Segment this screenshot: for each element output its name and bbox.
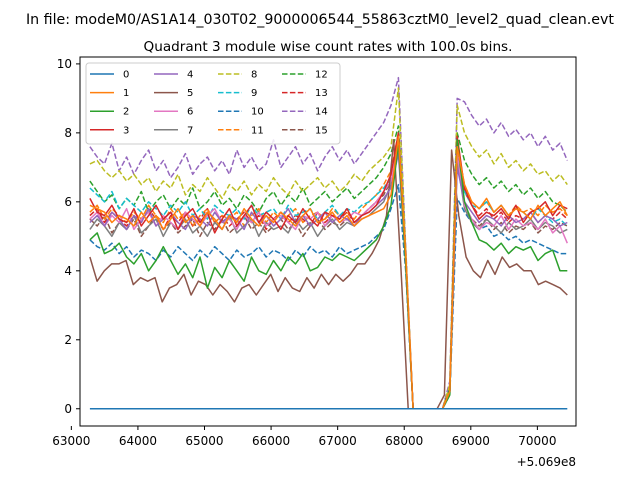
- legend-box: [85, 62, 341, 145]
- legend-label-12: 12: [315, 70, 328, 81]
- y-tick-label: 2: [64, 333, 72, 347]
- legend-label-2: 2: [123, 107, 129, 118]
- x-tick-label: 67000: [319, 434, 357, 448]
- legend-label-8: 8: [251, 70, 257, 81]
- series-lines: [89, 76, 568, 410]
- y-tick-label: 6: [64, 195, 72, 209]
- series-line-8: [89, 87, 568, 410]
- series-line-5: [89, 139, 568, 410]
- x-tick-label: 70000: [518, 434, 556, 448]
- legend-label-14: 14: [315, 107, 328, 118]
- series-line-3: [89, 132, 568, 410]
- legend-label-7: 7: [187, 125, 193, 136]
- x-axis-offset-label: +5.069e8: [517, 455, 576, 469]
- legend-label-0: 0: [123, 70, 129, 81]
- axes-frame: [79, 56, 577, 427]
- legend-label-3: 3: [123, 125, 129, 136]
- y-tick-label: 8: [64, 126, 72, 140]
- series-line-2: [89, 139, 568, 410]
- x-tick-label: 65000: [185, 434, 223, 448]
- legend-label-13: 13: [315, 88, 328, 99]
- legend-label-4: 4: [187, 70, 193, 81]
- legend-label-10: 10: [251, 107, 264, 118]
- legend-label-9: 9: [251, 88, 257, 99]
- x-axis: 63000 64000 65000 66000 67000 68000 69000 70000: [52, 426, 556, 448]
- series-line-9: [89, 139, 568, 410]
- y-axis: 0 2 4 6 8 10: [57, 57, 80, 416]
- x-tick-label: 66000: [252, 434, 290, 448]
- x-tick-label: 69000: [452, 434, 490, 448]
- series-line-13: [89, 135, 568, 410]
- x-tick-label: 68000: [385, 434, 423, 448]
- y-tick-label: 10: [57, 57, 72, 71]
- y-tick-label: 4: [64, 264, 72, 278]
- x-tick-label: 63000: [52, 434, 90, 448]
- series-line-1: [89, 135, 568, 410]
- legend-label-1: 1: [123, 88, 129, 99]
- y-tick-label: 0: [64, 402, 72, 416]
- series-line-10: [89, 183, 568, 410]
- legend-label-11: 11: [251, 125, 264, 136]
- legend-label-15: 15: [315, 125, 328, 136]
- legend-label-6: 6: [187, 107, 193, 118]
- series-line-14: [89, 76, 568, 410]
- chart-title: Quadrant 3 module wise count rates with …: [144, 39, 513, 55]
- x-tick-label: 64000: [119, 434, 157, 448]
- figure-suptitle: In file: modeM0/AS1A14_030T02_9000006544…: [26, 12, 614, 28]
- series-line-7: [89, 145, 568, 410]
- plot-area: [89, 76, 568, 410]
- legend-label-5: 5: [187, 88, 193, 99]
